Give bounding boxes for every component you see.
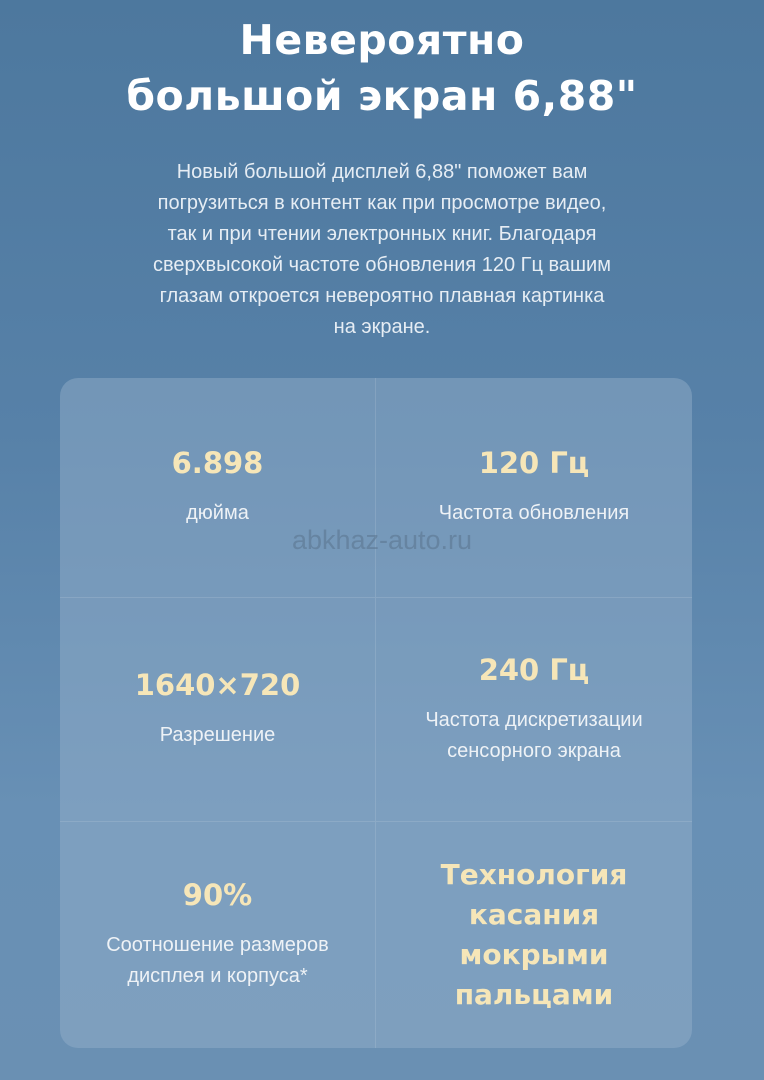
description-line: сверхвысокой частоте обновления 120 Гц в… (153, 254, 611, 276)
spec-value: 240 Гц (478, 652, 590, 687)
watermark: abkhaz-auto.ru (291, 525, 473, 555)
specs-card: 6.898 дюйма 120 Гц Частота обновления 16… (60, 378, 692, 1048)
spec-refresh-rate: 120 Гц Частота обновления (376, 378, 692, 598)
description-line: на экране. (333, 316, 431, 338)
spec-label: Соотношение размеров (106, 934, 329, 956)
description-line: Новый большой дисплей 6,88" поможет вам (176, 161, 588, 183)
page-title: Невероятно большой экран 6,88" (0, 12, 764, 124)
spec-label: дюйма (186, 502, 249, 524)
spec-value: 6.898 (171, 446, 264, 480)
feature-line: пальцами (454, 978, 614, 1011)
spec-label: Частота обновления (438, 502, 630, 524)
spec-touch-sampling: 240 Гц Частота дискретизации сенсорного … (376, 598, 692, 822)
feature-line: касания (468, 898, 600, 931)
title-line: большой экран 6,88" (126, 72, 638, 120)
spec-label: дисплея и корпуса* (127, 965, 308, 987)
spec-screen-to-body: 90% Соотношение размеров дисплея и корпу… (60, 822, 376, 1048)
spec-value: 1640×720 (134, 668, 301, 702)
title-line: Невероятно (239, 16, 525, 64)
spec-screen-size: 6.898 дюйма (60, 378, 376, 598)
spec-label: Частота дискретизации (425, 708, 643, 731)
spec-wet-touch: Технология касания мокрыми пальцами (376, 822, 692, 1048)
description-line: так и при чтении электронных книг. Благо… (167, 223, 597, 245)
description-line: глазам откроется невероятно плавная карт… (159, 285, 605, 307)
spec-resolution: 1640×720 Разрешение (60, 598, 376, 822)
description-line: погрузиться в контент как при просмотре … (157, 192, 607, 214)
feature-line: Технология (440, 858, 628, 891)
spec-label: Разрешение (159, 724, 276, 746)
description: Новый большой дисплей 6,88" поможет вам … (60, 157, 704, 343)
spec-value: 90% (182, 878, 253, 912)
spec-label: сенсорного экрана (447, 739, 621, 762)
spec-value: 120 Гц (478, 446, 590, 480)
feature-line: мокрыми (459, 938, 609, 971)
